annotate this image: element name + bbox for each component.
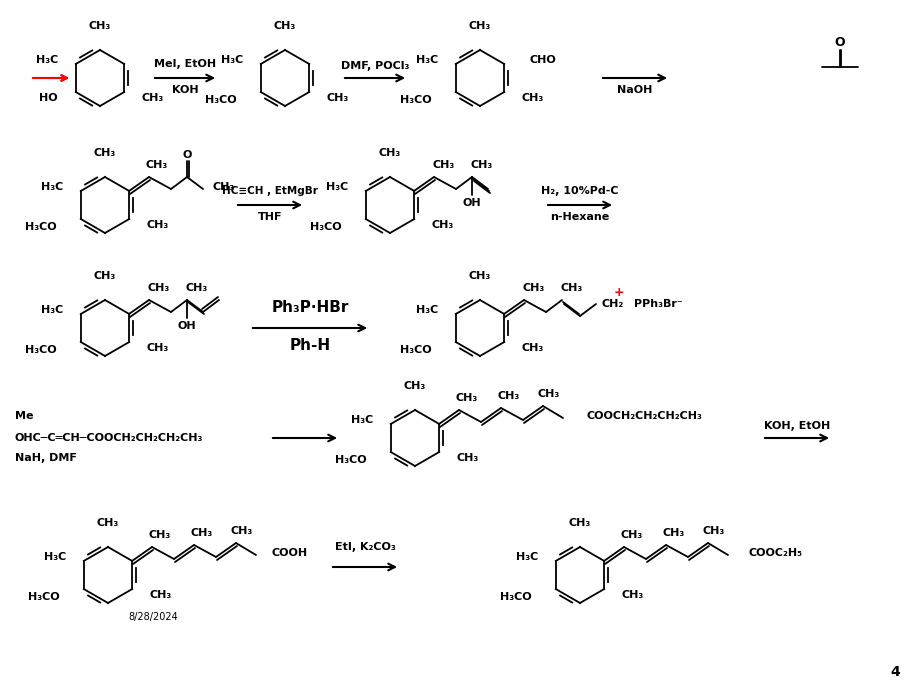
Text: O: O — [182, 150, 191, 160]
Text: CH₃: CH₃ — [456, 393, 478, 403]
Text: CH₃: CH₃ — [521, 93, 544, 103]
Text: CH₃: CH₃ — [663, 528, 685, 538]
Text: CH₃: CH₃ — [94, 148, 116, 158]
Text: OH: OH — [177, 321, 196, 331]
Text: COOCH₂CH₂CH₂CH₃: COOCH₂CH₂CH₂CH₃ — [586, 411, 702, 421]
Text: COOH: COOH — [272, 548, 308, 558]
Text: CH₃: CH₃ — [190, 528, 213, 538]
Text: CH₃: CH₃ — [89, 21, 111, 31]
Text: CH₃: CH₃ — [326, 93, 349, 103]
Text: KOH: KOH — [172, 85, 199, 95]
Text: CH₃: CH₃ — [150, 590, 172, 600]
Text: H₃C: H₃C — [221, 55, 243, 65]
Text: H₃C: H₃C — [325, 182, 347, 192]
Text: 8/28/2024: 8/28/2024 — [128, 612, 177, 622]
Text: H₃C: H₃C — [516, 552, 538, 562]
Text: CH₃: CH₃ — [147, 220, 169, 230]
Text: CH₃: CH₃ — [142, 93, 165, 103]
Text: CH₃: CH₃ — [469, 21, 491, 31]
Text: H₃CO: H₃CO — [26, 345, 57, 355]
Text: H₃C: H₃C — [44, 552, 66, 562]
Text: CHO: CHO — [529, 55, 556, 65]
Text: CH₃: CH₃ — [148, 283, 170, 293]
Text: Ph₃P·HBr: Ph₃P·HBr — [271, 301, 348, 315]
Text: H₃CO: H₃CO — [500, 592, 531, 602]
Text: CH₃: CH₃ — [379, 148, 401, 158]
Text: EtI, K₂CO₃: EtI, K₂CO₃ — [335, 542, 395, 552]
Text: HC≡CH , EtMgBr: HC≡CH , EtMgBr — [221, 186, 318, 196]
Text: n-Hexane: n-Hexane — [550, 212, 609, 222]
Text: DMF, POCl₃: DMF, POCl₃ — [340, 61, 409, 71]
Text: O: O — [834, 37, 845, 50]
Text: CH₃: CH₃ — [186, 283, 208, 293]
Text: H₃C: H₃C — [415, 305, 437, 315]
Text: H₂, 10%Pd-C: H₂, 10%Pd-C — [540, 186, 618, 196]
Text: H₃C: H₃C — [36, 55, 58, 65]
Text: KOH, EtOH: KOH, EtOH — [763, 421, 829, 431]
Text: H₃C: H₃C — [350, 415, 372, 425]
Text: H₃CO: H₃CO — [400, 345, 432, 355]
Text: H₃C: H₃C — [40, 182, 62, 192]
Text: +: + — [613, 286, 624, 299]
Text: CH₃: CH₃ — [568, 518, 591, 528]
Text: OHC─C═CH─COOCH₂CH₂CH₂CH₃: OHC─C═CH─COOCH₂CH₂CH₂CH₃ — [15, 433, 203, 443]
Text: Ph-H: Ph-H — [289, 339, 330, 353]
Text: H₃CO: H₃CO — [205, 95, 237, 105]
Text: CH₃: CH₃ — [620, 530, 642, 540]
Text: CH₃: CH₃ — [471, 160, 493, 170]
Text: COOC₂H₅: COOC₂H₅ — [748, 548, 802, 558]
Text: CH₃: CH₃ — [147, 343, 169, 353]
Text: CH₂: CH₂ — [601, 299, 624, 309]
Text: CH₃: CH₃ — [561, 283, 583, 293]
Text: H₃C: H₃C — [40, 305, 62, 315]
Text: H₃CO: H₃CO — [310, 222, 342, 232]
Text: HO: HO — [40, 93, 58, 103]
Text: CH₃: CH₃ — [213, 182, 235, 192]
Text: H₃C: H₃C — [415, 55, 437, 65]
Text: CH₃: CH₃ — [621, 590, 643, 600]
Text: CH₃: CH₃ — [146, 160, 168, 170]
Text: CH₃: CH₃ — [521, 343, 544, 353]
Text: CH₃: CH₃ — [149, 530, 171, 540]
Text: CH₃: CH₃ — [497, 391, 519, 401]
Text: CH₃: CH₃ — [96, 518, 119, 528]
Text: OH: OH — [462, 198, 481, 208]
Text: H₃CO: H₃CO — [28, 592, 60, 602]
Text: PPh₃Br⁻: PPh₃Br⁻ — [633, 299, 682, 309]
Text: H₃CO: H₃CO — [26, 222, 57, 232]
Text: H₃CO: H₃CO — [400, 95, 432, 105]
Text: CH₃: CH₃ — [432, 220, 454, 230]
Text: CH₃: CH₃ — [469, 271, 491, 281]
Text: THF: THF — [257, 212, 282, 222]
Text: CH₃: CH₃ — [231, 526, 253, 536]
Text: CH₃: CH₃ — [94, 271, 116, 281]
Text: NaH, DMF: NaH, DMF — [15, 453, 77, 463]
Text: CH₃: CH₃ — [538, 389, 560, 399]
Text: MeI, EtOH: MeI, EtOH — [153, 59, 216, 69]
Text: NaOH: NaOH — [617, 85, 652, 95]
Text: H₃CO: H₃CO — [335, 455, 367, 465]
Text: CH₃: CH₃ — [403, 381, 425, 391]
Text: CH₃: CH₃ — [702, 526, 724, 536]
Text: CH₃: CH₃ — [457, 453, 479, 463]
Text: CH₃: CH₃ — [522, 283, 545, 293]
Text: 4: 4 — [890, 665, 899, 679]
Text: Me: Me — [15, 411, 33, 421]
Text: CH₃: CH₃ — [274, 21, 296, 31]
Text: CH₃: CH₃ — [433, 160, 455, 170]
